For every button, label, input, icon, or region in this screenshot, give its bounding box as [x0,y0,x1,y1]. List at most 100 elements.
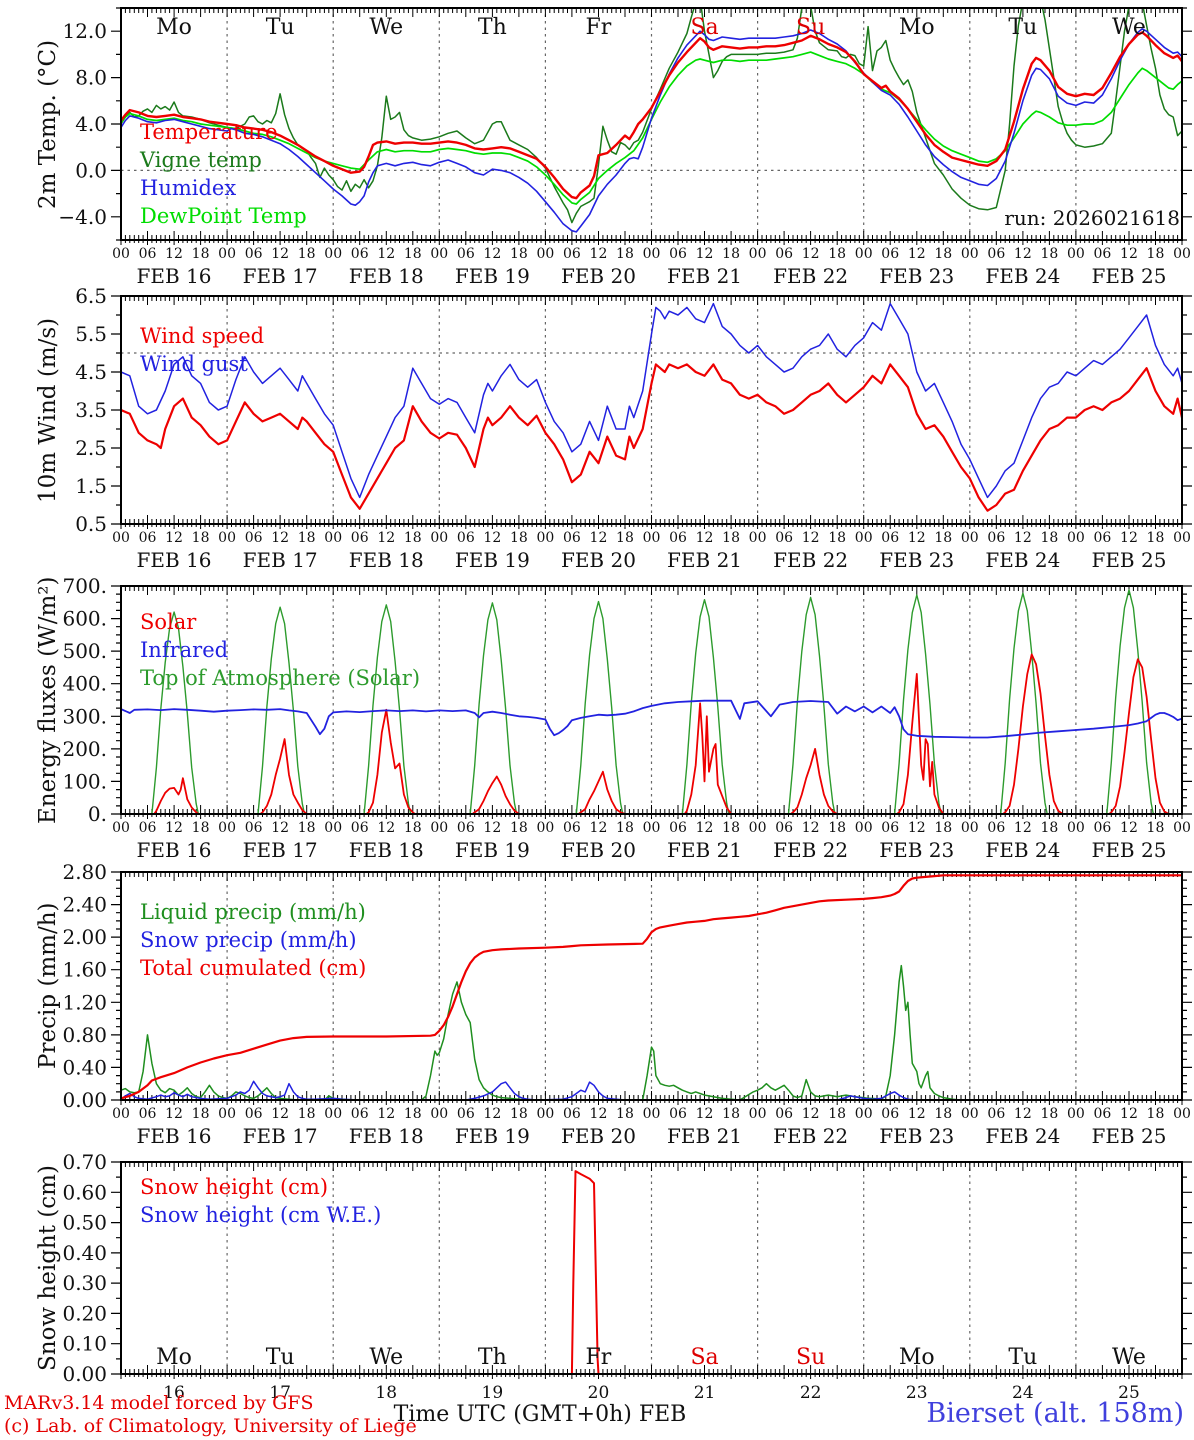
y-tick-label: 0.50 [62,1211,107,1235]
hour-label: 18 [828,820,846,836]
hour-label: 00 [324,1106,342,1122]
hour-label: 00 [536,530,554,546]
hour-label: 12 [1014,530,1032,546]
hour-label: 18 [828,530,846,546]
hour-label: 12 [483,246,501,262]
hour-label: 06 [245,246,263,262]
hour-label: 06 [1094,820,1112,836]
hour-label: 06 [563,530,581,546]
hour-label: 18 [616,1106,634,1122]
hour-label: 12 [802,1106,820,1122]
hour-label: 12 [377,1106,395,1122]
hour-label: 00 [749,530,767,546]
y-tick-label: 1.5 [75,474,107,498]
series-top-of-atmosphere-solar- [121,589,1182,814]
hour-label: 00 [324,530,342,546]
date-label: FEB 22 [773,264,848,288]
hour-label: 06 [987,246,1005,262]
date-label: FEB 23 [879,264,954,288]
hour-label: 00 [536,820,554,836]
date-label: FEB 20 [561,264,636,288]
hour-label: 00 [1067,1106,1085,1122]
y-tick-label: 3.5 [75,398,107,422]
hour-label: 00 [1067,246,1085,262]
hour-label: 06 [563,1106,581,1122]
hour-label: 06 [245,820,263,836]
hour-label: 18 [934,820,952,836]
series-wind-speed [121,363,1182,512]
y-tick-label: 0.40 [62,1241,107,1265]
hour-label: 06 [669,530,687,546]
hour-label: 18 [192,530,210,546]
hour-label: 00 [855,246,873,262]
hour-label: 12 [483,530,501,546]
hour-label: 06 [669,246,687,262]
hour-label: 18 [510,1106,528,1122]
hour-label: 18 [404,820,422,836]
y-tick-label: 6.5 [75,284,107,308]
legend-item-vigne-temp: Vigne temp [140,148,262,172]
y-tick-label: 1.20 [62,990,107,1014]
weekday-label-we: We [369,1345,403,1370]
date-label: FEB 25 [1091,1124,1166,1148]
y-tick-label: 300. [62,704,107,728]
legend-item-total-cumulated-cm-: Total cumulated (cm) [140,956,367,980]
legend-energy-panel: Solar Infrared Top of Atmosphere (Solar) [140,608,420,692]
panel-4-plot: 0.00 0.10 0.20 0.30 0.40 0.50 0.60 0.70 Mo Tu We Th… [62,1150,1192,1403]
hour-label: 12 [377,820,395,836]
y-axis-title-temperature: 2m Temp. (°C) [35,39,61,209]
hour-label: 18 [1040,1106,1058,1122]
hour-label: 06 [775,1106,793,1122]
hour-label: 00 [536,1106,554,1122]
hour-label: 18 [722,1106,740,1122]
panel-frame [120,585,1183,815]
panel-frame [120,7,1183,241]
weekday-label-su: Su [796,1345,825,1370]
date-label: FEB 24 [985,548,1060,572]
hour-label: 12 [483,820,501,836]
y-tick-label: 0.80 [62,1023,107,1047]
hour-label: 00 [961,820,979,836]
y-tick-label: 700. [62,574,107,598]
hour-label: 12 [908,1106,926,1122]
date-label: FEB 22 [773,1124,848,1148]
hour-label: 12 [908,246,926,262]
hour-label: 00 [218,820,236,836]
y-tick-label: 2.00 [62,925,107,949]
hour-label: 18 [510,246,528,262]
date-label: FEB 19 [455,548,530,572]
hour-label: 18 [1147,820,1165,836]
date-label: FEB 22 [773,548,848,572]
hour-label: 06 [669,1106,687,1122]
hour-label: 18 [404,530,422,546]
hour-label: 18 [192,1106,210,1122]
y-tick-label: 12.0 [62,19,107,43]
hour-label: 00 [218,1106,236,1122]
hour-label: 06 [881,1106,899,1122]
hour-label: 12 [1014,246,1032,262]
y-tick-label: 0. [88,802,107,826]
hour-label: 06 [987,820,1005,836]
hour-label: 00 [643,530,661,546]
hour-label: 12 [377,530,395,546]
y-axis-title-wind: 10m Wind (m/s) [35,317,61,503]
hour-label: 06 [139,820,157,836]
y-tick-label: 0.70 [62,1150,107,1174]
hour-label: 00 [112,1106,130,1122]
legend-item-humidex: Humidex [140,176,237,200]
hour-label: 12 [165,1106,183,1122]
run-timestamp-label: run: 2026021618 [1004,206,1180,230]
hour-label: 18 [616,820,634,836]
legend-item-temperature: Temperature [140,120,278,144]
legend-item-solar: Solar [140,610,197,634]
date-label: FEB 16 [137,264,212,288]
hour-label: 12 [590,1106,608,1122]
hour-label: 00 [1173,530,1191,546]
date-label: FEB 25 [1091,264,1166,288]
hour-label: 00 [430,246,448,262]
y-axis-title-snow-height: Snow height (cm) [35,1165,61,1371]
hour-label: 06 [775,530,793,546]
hour-label: 00 [112,246,130,262]
series-snow-height-cm- [121,1170,1182,1374]
legend-item-liquid-precip-mm-h-: Liquid precip (mm/h) [140,900,366,924]
